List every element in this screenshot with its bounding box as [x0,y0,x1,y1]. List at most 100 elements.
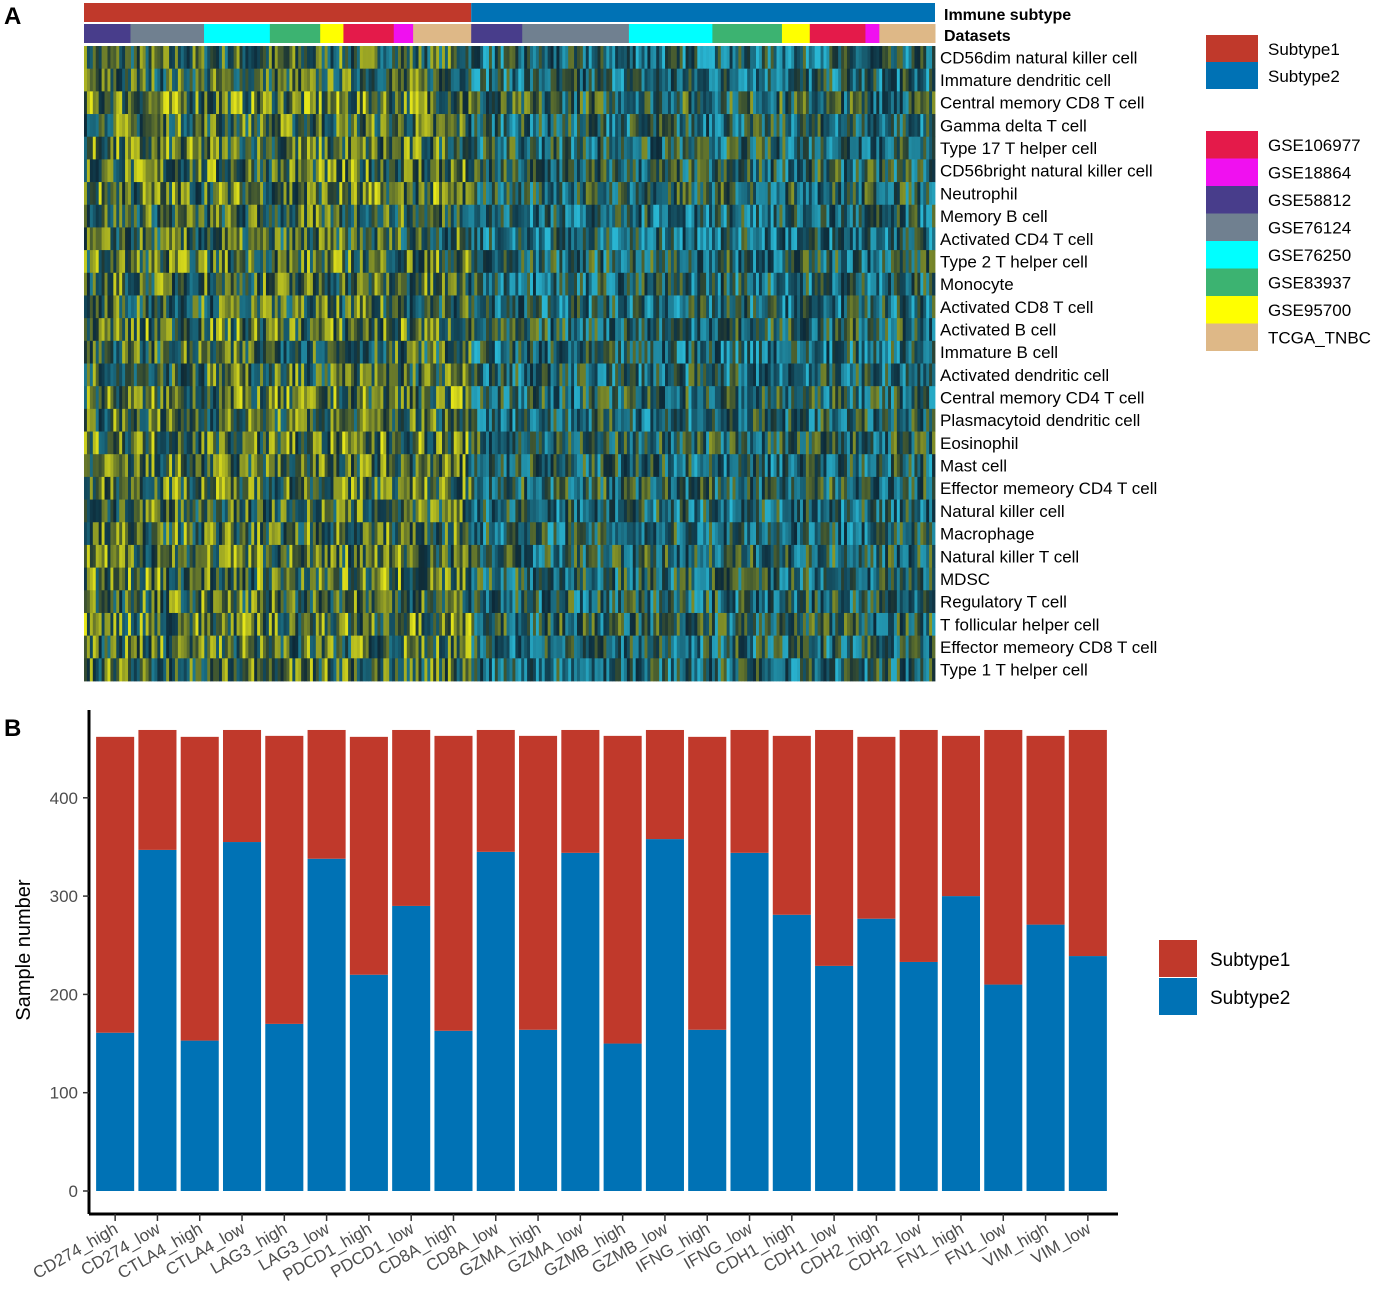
bar-subtype2-pdcd1_low [392,905,431,1191]
heatmap-row-label: Plasmacytoid dendritic cell [940,411,1140,430]
heatmap-body [84,46,936,682]
bar-legend-swatch-subtype1 [1159,940,1197,977]
bar-subtype2-ctla4_high [180,1040,219,1191]
heatmap-row-label: Natural killer cell [940,502,1065,521]
bar-subtype2-lag3_high [265,1023,304,1191]
legend-label-gse83937: GSE83937 [1268,274,1351,293]
heatmap-row-label: MDSC [940,570,990,589]
bar-subtype1-lag3_high [265,735,304,1024]
heatmap-row-label: Gamma delta T cell [940,116,1087,135]
dataset-annotation-subtype1-gse76250 [204,24,271,43]
dataset-annotation-subtype1-gse106977 [343,24,395,43]
legend-label-gse58812: GSE58812 [1268,191,1351,210]
bar-legend-label-subtype1: Subtype1 [1210,950,1290,971]
heatmap-row-label: Type 2 T helper cell [940,252,1088,271]
bar-subtype1-fn1_low [984,729,1023,985]
bar-subtype1-gzma_high [519,735,558,1030]
dataset-annotation-subtype1-gse18864 [393,24,414,43]
bar-subtype2-cdh2_high [857,918,896,1191]
bar-subtype1-cd8a_low [476,729,515,852]
bar-subtype1-pdcd1_low [392,729,431,906]
legend-swatch-gse76250 [1206,241,1258,269]
bar-subtype2-fn1_high [941,896,981,1191]
heatmap-row-label: Central memory CD4 T cell [940,389,1144,408]
bar-subtype1-cd274_low [138,729,177,850]
heatmap-row-label: Effector memeory CD4 T cell [940,479,1157,498]
bar-subtype1-vim_high [1026,735,1065,925]
bar-subtype2-lag3_low [307,858,346,1191]
dataset-annotation-subtype2-gse83937 [712,24,783,43]
heatmap-row-label: Immature B cell [940,343,1058,362]
legend-label-tcga_tnbc: TCGA_TNBC [1268,329,1371,348]
annotation-label-datasets: Datasets [944,28,1011,45]
y-tick-label: 400 [50,789,78,808]
bar-chart-axes: 0 100 200 300 400 [50,710,1118,1221]
bar-chart-legend: Subtype1 Subtype2 [1159,940,1290,1015]
heatmap-row-label: Activated CD4 T cell [940,230,1093,249]
dataset-annotation-subtype2-gse76250 [628,24,713,43]
bar-subtype2-cd274_high [96,1032,135,1191]
bar-subtype1-cdh2_low [899,729,938,962]
heatmap-row-label: Eosinophil [940,434,1018,453]
bar-subtype1-gzma_low [561,729,600,853]
bar-subtype1-pdcd1_high [349,736,388,975]
bar-subtype2-fn1_low [984,984,1023,1191]
y-tick-label: 100 [50,1084,78,1103]
legend-label-gse76124: GSE76124 [1268,219,1351,238]
legend-label-subtype1: Subtype1 [1268,40,1340,59]
heatmap-row-labels: CD56dim natural killer cell Immature dend… [940,48,1157,679]
dataset-annotation-subtype1-gse95700 [320,24,344,43]
bar-subtype2-cd8a_high [434,1030,473,1191]
heatmap-row-label: Neutrophil [940,184,1018,203]
bar-subtype2-ifng_high [688,1029,727,1191]
dataset-annotation-subtype2-gse95700 [781,24,811,43]
bar-subtype1-cdh1_low [815,729,854,966]
bar-subtype2-cdh2_low [899,961,938,1191]
legend-swatch-gse83937 [1206,268,1258,296]
bar-subtype1-cdh2_high [857,736,896,919]
bar-chart-x-tick-labels: CD274_highCD274_lowCTLA4_highCTLA4_lowLA… [30,1219,1095,1285]
bar-subtype1-gzmb_low [645,729,684,840]
legend-swatch-subtype2 [1206,62,1258,89]
heatmap-annotation-bars [84,3,936,43]
bar-subtype2-cdh1_low [815,965,854,1191]
heatmap-row-label: Natural killer T cell [940,547,1079,566]
y-axis-title: Sample number [13,879,35,1021]
y-tick-label: 0 [69,1182,78,1201]
bar-subtype2-gzma_low [561,852,600,1191]
heatmap-row-label: Monocyte [940,275,1014,294]
bar-legend-swatch-subtype2 [1159,978,1197,1015]
legend-swatch-gse95700 [1206,296,1258,324]
heatmap-row-label: CD56bright natural killer cell [940,162,1153,181]
y-tick-label: 200 [50,985,78,1004]
bar-subtype1-cdh1_high [772,735,811,915]
heatmap-row-label: T follicular helper cell [940,615,1099,634]
bar-subtype2-gzma_high [519,1029,558,1191]
bar-subtype2-vim_low [1068,956,1107,1191]
legend-label-gse76250: GSE76250 [1268,246,1351,265]
bar-subtype1-fn1_high [941,735,981,897]
dataset-annotation-subtype1-gse83937 [269,24,321,43]
legend-swatch-gse58812 [1206,186,1258,214]
dataset-annotation-subtype2-gse76124 [522,24,630,43]
heatmap-row-label: Type 17 T helper cell [940,139,1097,158]
legend-swatch-tcga_tnbc [1206,323,1258,351]
legend-swatch-gse18864 [1206,158,1258,186]
dataset-annotation-subtype1-gse58812 [84,24,131,43]
bar-subtype2-cd8a_low [476,851,515,1191]
legend-swatch-gse76124 [1206,213,1258,241]
legend-label-gse95700: GSE95700 [1268,301,1351,320]
heatmap-row-label: Activated CD8 T cell [940,298,1093,317]
dataset-annotation-subtype2-gse18864 [865,24,880,43]
bar-subtype2-ctla4_low [222,842,262,1191]
dataset-annotation-subtype2-tcga_tnbc [879,24,936,43]
bar-subtype1-gzmb_high [603,735,642,1044]
heatmap-row-label: Type 1 T helper cell [940,661,1088,680]
bar-subtype2-pdcd1_high [349,974,388,1191]
bar-subtype1-ifng_low [730,729,769,853]
legend-swatch-subtype1 [1206,35,1258,62]
panel-b-label: B [4,715,21,742]
y-tick-label: 300 [50,887,78,906]
bar-subtype2-gzmb_high [603,1043,642,1191]
